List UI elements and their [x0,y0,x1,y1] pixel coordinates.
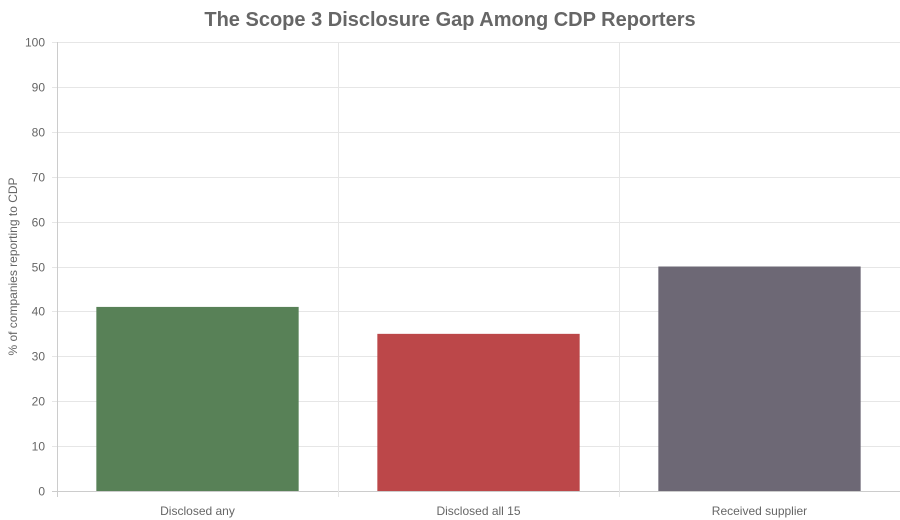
y-tick-label: 0 [38,485,45,499]
bar[interactable] [377,333,580,491]
y-tick-label: 70 [32,171,46,185]
bars [96,266,861,492]
y-tick-label: 80 [32,126,46,140]
y-tick-label: 30 [32,350,46,364]
bar[interactable] [658,266,861,492]
y-tick-label: 90 [32,81,46,95]
x-tick-label: Disclosed all 15 [436,504,520,518]
y-tick-label: 20 [32,395,46,409]
chart-title: The Scope 3 Disclosure Gap Among CDP Rep… [204,9,696,31]
y-tick-label: 40 [32,305,46,319]
bar[interactable] [96,306,299,491]
y-tick-label: 60 [32,216,46,230]
y-tick-label: 10 [32,440,46,454]
x-tick-label: Received supplier [712,504,807,518]
y-tick-label: 50 [32,261,46,275]
x-tick-label: Disclosed any [160,504,235,518]
y-tick-label: 100 [25,36,45,50]
y-axis-title: % of companies reporting to CDP [6,177,20,355]
axes: 0 10 20 30 40 50 60 70 80 90 100 Disclosed any Discl… [25,36,807,519]
